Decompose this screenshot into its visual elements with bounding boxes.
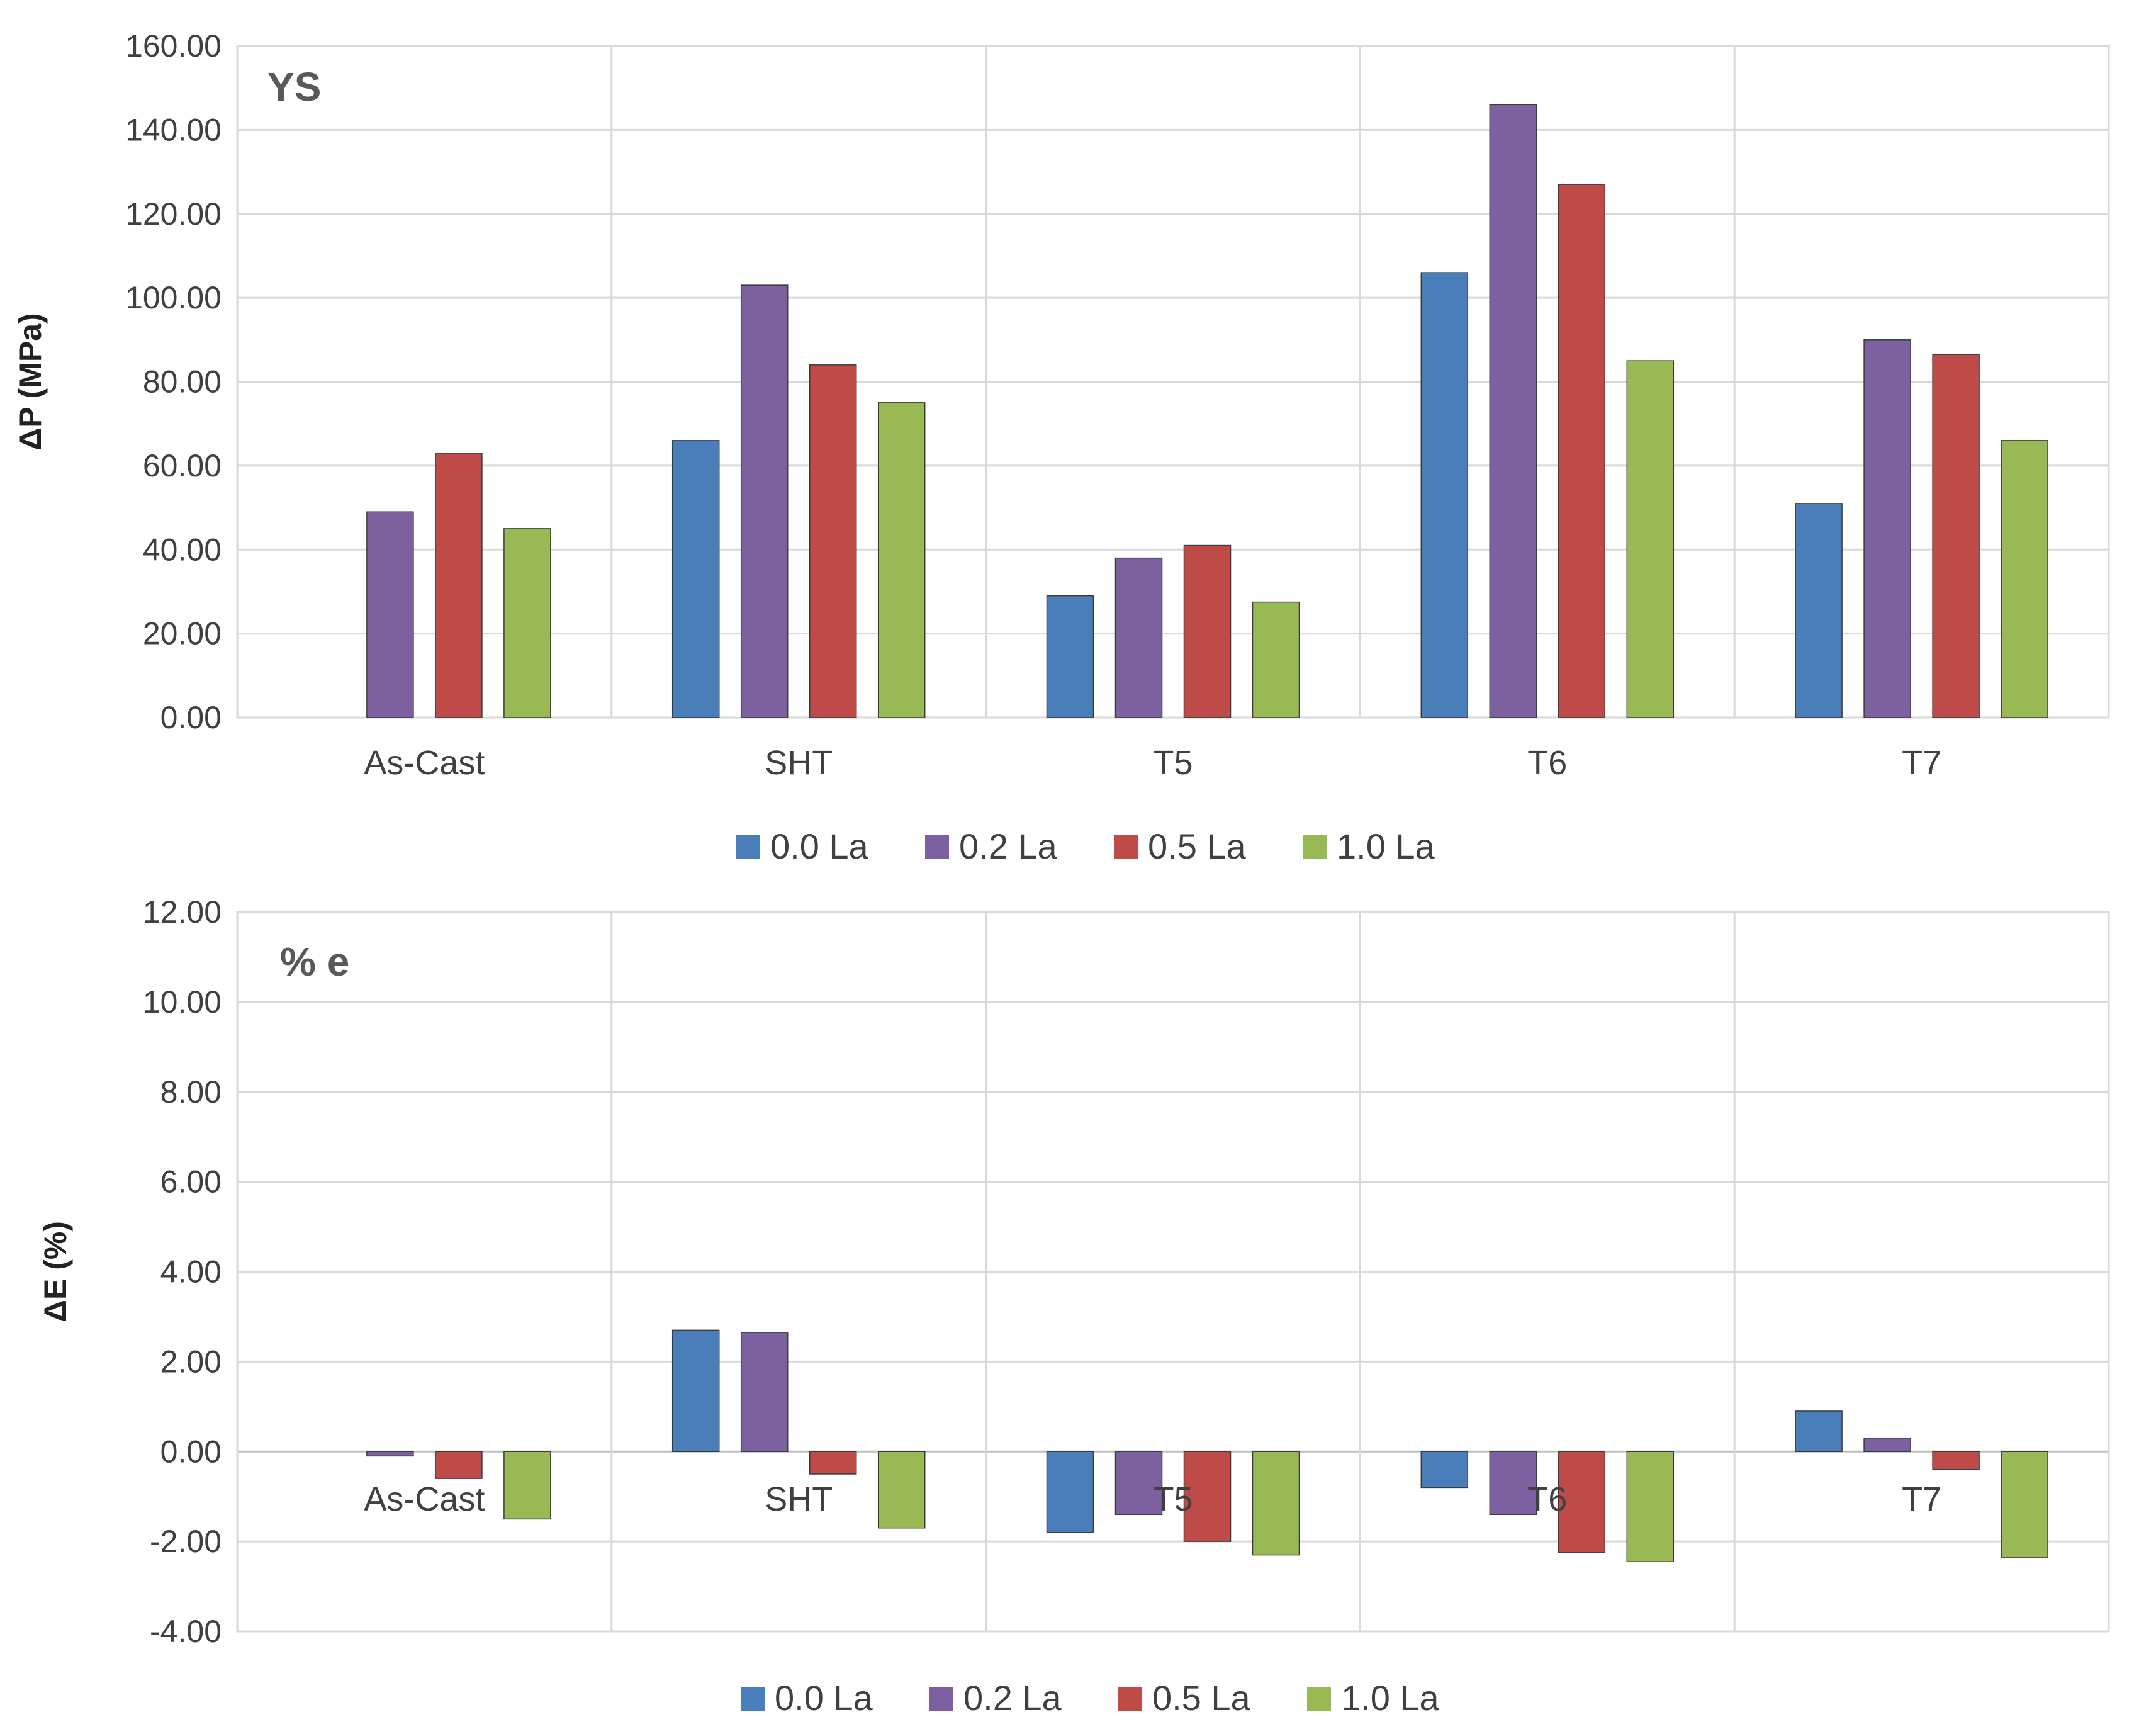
category-label: T7 (1902, 1480, 1941, 1518)
legend-label: 0.0 La (770, 826, 869, 866)
category-label: T6 (1527, 744, 1567, 782)
y-axis-label: ΔE (%) (38, 1221, 73, 1322)
bar-0-5-la-t7 (1932, 354, 1980, 718)
bar-0-5-la-t7 (1932, 1451, 1980, 1470)
y-axis-label: ΔP (MPa) (13, 313, 48, 450)
bar-0-0-la-t6 (1420, 1451, 1469, 1489)
legend-label: 0.0 La (775, 1678, 873, 1718)
bar-1-0-la-t6 (1626, 1451, 1675, 1563)
ys-chart: 0.00 20.00 40.00 60.00 80.00 100.00 120.00 140.… (13, 28, 2110, 866)
category-label: T5 (1153, 744, 1193, 782)
legend-label: 0.2 La (963, 1678, 1062, 1718)
legend-swatch (1114, 835, 1138, 859)
y-tick-label: 6.00 (160, 1164, 222, 1200)
bar-0-5-la-sht (809, 1451, 857, 1475)
bar-0-5-la-as-cast (435, 453, 483, 718)
legend: 0.0 La 0.2 La 0.5 La 1.0 La (736, 826, 1435, 866)
bar-0-5-la-as-cast (435, 1451, 483, 1479)
bar-1-0-la-t6 (1626, 360, 1675, 718)
y-tick-label: 8.00 (160, 1074, 222, 1110)
bar-1-0-la-t5 (1252, 1451, 1300, 1556)
bar-0-2-la-as-cast (366, 1451, 414, 1457)
y-tick-label: 2.00 (160, 1344, 222, 1379)
legend-swatch (929, 1687, 953, 1711)
y-tick-label: 0.00 (160, 700, 222, 735)
bar-1-0-la-sht (877, 402, 926, 718)
bar-0-2-la-sht (740, 284, 789, 718)
category-label: T5 (1153, 1480, 1193, 1518)
y-tick-label: 4.00 (160, 1254, 222, 1290)
y-tick-label: 20.00 (143, 616, 222, 651)
y-tick-label: -2.00 (150, 1524, 222, 1559)
y-tick-label: -4.00 (150, 1614, 222, 1649)
bar-0-5-la-sht (809, 364, 857, 718)
legend-swatch (736, 835, 760, 859)
y-tick-label: 10.00 (143, 984, 222, 1020)
bar-0-5-la-t6 (1558, 184, 1606, 718)
category-label: SHT (765, 1480, 833, 1518)
legend-label: 0.2 La (959, 826, 1058, 866)
bar-0-2-la-as-cast (366, 511, 414, 718)
bar-1-0-la-t7 (2001, 440, 2048, 718)
bar-0-0-la-sht (671, 440, 720, 718)
y-tick-label: 40.00 (143, 532, 222, 567)
y-tick-label: 0.00 (160, 1434, 222, 1469)
legend-label: 0.5 La (1152, 1678, 1251, 1718)
bar-0-2-la-t6 (1489, 1451, 1537, 1516)
bar-1-0-la-t5 (1252, 601, 1300, 718)
legend-swatch (1303, 835, 1327, 859)
panel-title: % e (280, 939, 349, 984)
category-label: As-Cast (364, 744, 485, 782)
bar-0-2-la-t7 (1863, 1438, 1911, 1453)
bar-1-0-la-sht (877, 1451, 926, 1529)
y-tick-label: 60.00 (143, 448, 222, 483)
bar-0-0-la-t5 (1046, 1451, 1094, 1533)
bar-0-5-la-t5 (1183, 544, 1232, 718)
bar-1-0-la-as-cast (503, 1451, 551, 1520)
legend-swatch (741, 1687, 765, 1711)
category-label: T6 (1527, 1480, 1567, 1518)
panel-title: YS (267, 64, 321, 110)
legend: 0.0 La 0.2 La 0.5 La 1.0 La (741, 1678, 1440, 1718)
legend-swatch (1118, 1687, 1142, 1711)
y-tick-label: 100.00 (125, 280, 222, 315)
bar-0-2-la-sht (740, 1332, 789, 1453)
bar-0-0-la-t7 (1795, 503, 1843, 718)
plot-frame (236, 911, 2110, 1633)
y-tick-label: 160.00 (125, 28, 222, 64)
y-tick-label: 140.00 (125, 112, 222, 147)
plot-frame (236, 45, 2110, 719)
bar-0-2-la-t7 (1863, 339, 1911, 718)
bar-0-2-la-t5 (1114, 1451, 1163, 1516)
legend-label: 1.0 La (1341, 1678, 1440, 1718)
elongation-chart: -4.00 -2.00 0.00 2.00 4.00 6.00 8.00 10.00 12.00… (38, 894, 2110, 1718)
bar-0-0-la-sht (671, 1329, 720, 1452)
y-tick-label: 120.00 (125, 196, 222, 232)
bar-0-0-la-t7 (1795, 1410, 1843, 1453)
category-label: As-Cast (364, 1480, 485, 1518)
legend-swatch (1307, 1687, 1331, 1711)
bar-0-2-la-t6 (1489, 104, 1537, 718)
bar-1-0-la-as-cast (503, 528, 551, 718)
legend-label: 1.0 La (1337, 826, 1435, 866)
category-label: T7 (1902, 744, 1941, 782)
y-tick-label: 12.00 (143, 894, 222, 930)
y-tick-label: 80.00 (143, 364, 222, 400)
bar-0-2-la-t5 (1114, 557, 1163, 718)
bar-0-5-la-t6 (1558, 1451, 1606, 1553)
legend-label: 0.5 La (1148, 826, 1247, 866)
bar-0-0-la-t6 (1420, 272, 1469, 718)
bar-0-0-la-t5 (1046, 595, 1094, 718)
legend-swatch (925, 835, 949, 859)
category-label: SHT (765, 744, 833, 782)
bar-0-5-la-t5 (1183, 1451, 1232, 1542)
bar-1-0-la-t7 (2001, 1451, 2048, 1558)
